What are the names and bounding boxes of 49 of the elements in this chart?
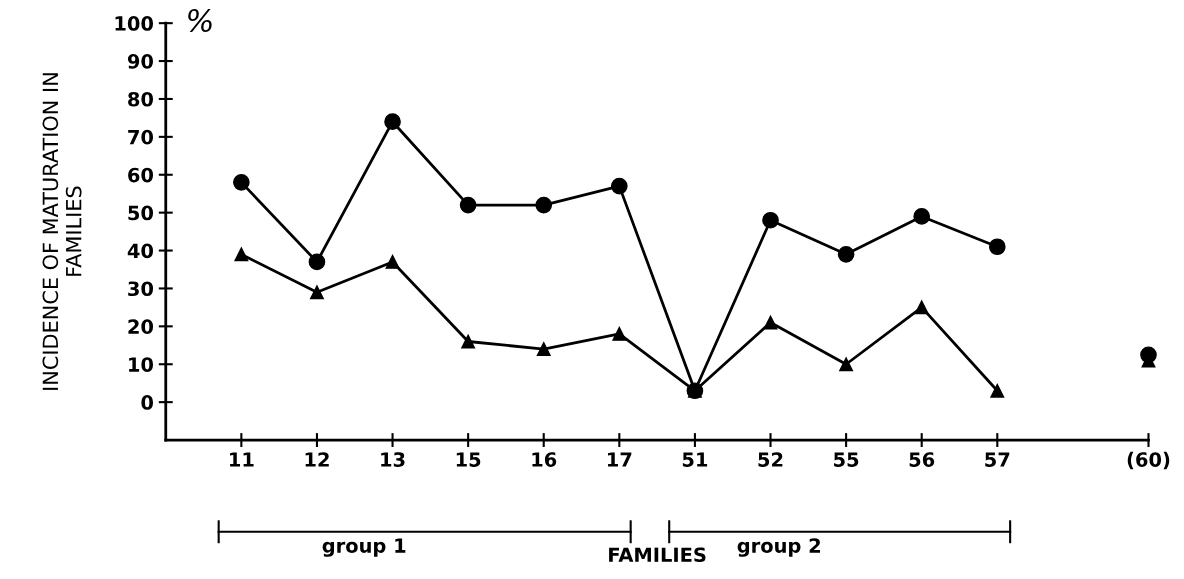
point [1140, 346, 1157, 364]
point [535, 196, 553, 214]
y-axis-title: INCIDENCE OF MATURATION IN FAMILIES [42, 73, 82, 390]
point [762, 211, 779, 229]
x-tick-label: 11 [230, 452, 254, 467]
point [234, 247, 249, 262]
text: group 2 [737, 538, 820, 557]
y-tick-label: 30 [128, 281, 154, 297]
point [384, 113, 401, 131]
y-tick-label: 10 [129, 357, 154, 372]
point [385, 254, 400, 269]
annotation: % [188, 8, 212, 33]
x-tick-label: (60) [1127, 451, 1170, 470]
x-axis-title: FAMILIES [609, 547, 706, 563]
point [990, 383, 1005, 398]
x-tick-label: 12 [305, 452, 329, 467]
point [461, 334, 476, 349]
y-tick-label: 100 [115, 16, 154, 31]
y-tick-label: 60 [128, 167, 154, 183]
x-tick-label: 15 [456, 452, 481, 467]
x-tick-label: 51 [682, 452, 708, 467]
y-tick-label: 90 [127, 54, 154, 69]
point [610, 177, 628, 195]
text: group 1 [322, 538, 406, 557]
y-tick-label: 50 [128, 205, 154, 221]
point [459, 196, 477, 214]
x-tick-label: 16 [532, 452, 557, 467]
point [988, 238, 1006, 256]
point [837, 246, 855, 263]
point [913, 208, 931, 225]
point [536, 342, 551, 357]
x-tick-label: 13 [381, 452, 405, 467]
x-tick-label: 55 [834, 452, 859, 467]
point [839, 357, 854, 372]
y-tick-label: 80 [128, 91, 154, 107]
point [914, 300, 929, 315]
point [308, 253, 326, 271]
x-tick-label: 56 [909, 452, 935, 467]
y-tick-label: 40 [127, 243, 154, 259]
point [310, 285, 324, 300]
point [763, 315, 778, 330]
y-tick-label: 70 [128, 129, 154, 145]
x-tick-label: 17 [607, 452, 632, 467]
y-tick-label: 0 [141, 395, 154, 410]
point [233, 173, 250, 191]
y-tick-label: 20 [128, 319, 154, 335]
x-tick-label: 52 [758, 452, 783, 467]
point [612, 326, 627, 341]
x-tick-label: 57 [985, 452, 1010, 467]
